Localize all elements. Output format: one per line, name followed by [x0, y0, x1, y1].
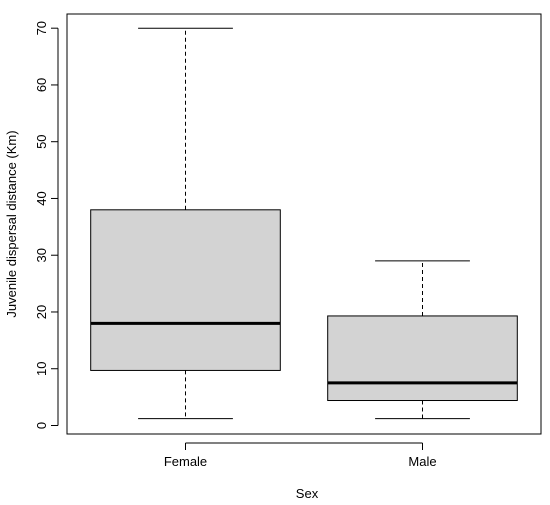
y-tick-label: 60 [34, 78, 49, 92]
box-iqr [90, 209, 281, 371]
y-tick-label: 10 [34, 361, 49, 375]
box-female [90, 27, 281, 420]
box-male [327, 260, 518, 420]
y-tick-label: 70 [34, 21, 49, 35]
x-tick-label: Male [408, 454, 436, 469]
x-tick-label: Female [164, 454, 207, 469]
x-axis: Female Male [164, 442, 437, 469]
y-tick-label: 40 [34, 191, 49, 205]
y-tick-label: 0 [34, 422, 49, 429]
y-tick-label: 50 [34, 134, 49, 148]
box-iqr [327, 315, 518, 402]
boxes [90, 27, 518, 420]
y-tick-label: 20 [34, 305, 49, 319]
y-axis-title: Juvenile dispersal distance (Km) [4, 130, 19, 317]
x-axis-title: Sex [296, 486, 319, 501]
plot-frame [66, 13, 542, 435]
y-axis: 0 10 20 30 40 50 60 70 [34, 21, 59, 429]
y-tick-label: 30 [34, 248, 49, 262]
